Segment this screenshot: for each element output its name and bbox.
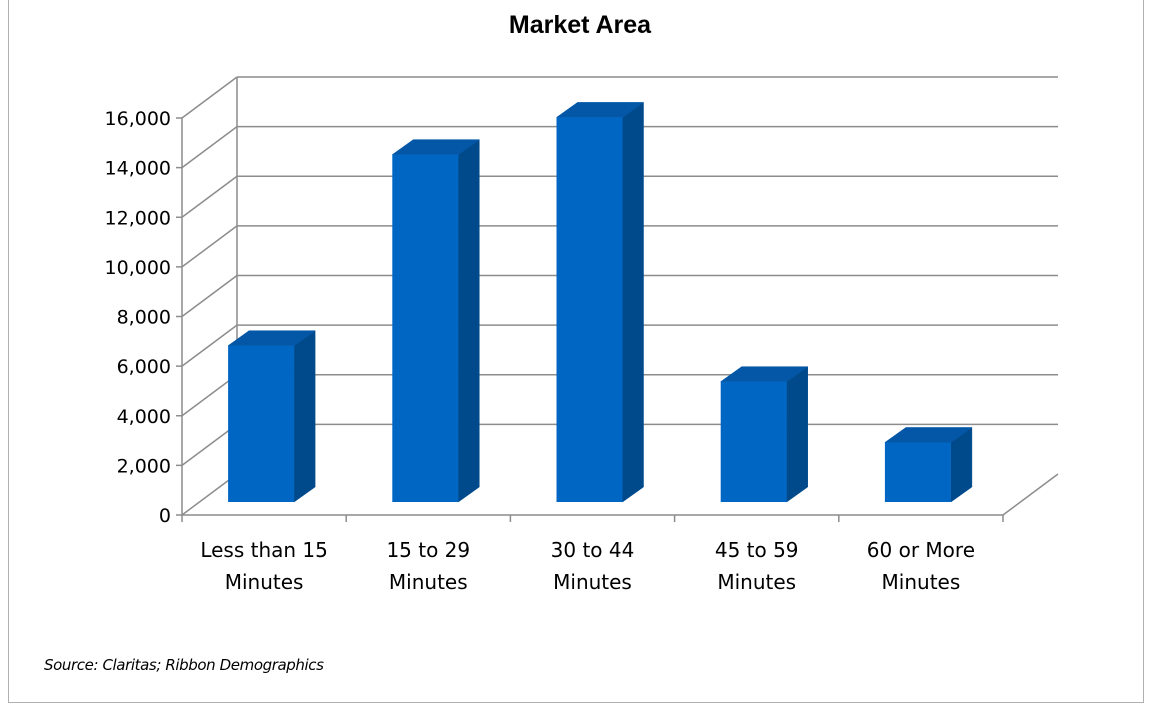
y-tick-label: 14,000 xyxy=(105,158,171,180)
bar xyxy=(555,101,645,503)
y-tick-label: 0 xyxy=(159,505,171,527)
x-tick-label: Minutes xyxy=(553,570,632,594)
bar xyxy=(391,139,481,503)
gridline-side xyxy=(181,473,238,516)
x-tick-label: Minutes xyxy=(389,570,468,594)
bar-side xyxy=(786,366,808,503)
chart-title: Market Area xyxy=(509,11,652,39)
bar xyxy=(884,426,973,503)
y-tick-label: 16,000 xyxy=(105,108,171,130)
gridline-side xyxy=(181,126,238,169)
gridline-side xyxy=(181,175,238,218)
x-tick-label: 45 to 59 xyxy=(715,538,799,562)
gridline-side xyxy=(181,374,238,417)
y-tick-label: 10,000 xyxy=(105,257,171,279)
y-tick-label: 8,000 xyxy=(117,307,171,329)
x-tick-label: Less than 15 xyxy=(200,538,328,562)
source-note: Source: Claritas; Ribbon Demographics xyxy=(44,656,324,674)
bar-front xyxy=(392,154,459,502)
x-tick-label: Minutes xyxy=(225,570,304,594)
x-tick-label: 60 or More xyxy=(867,538,975,562)
y-tick-label: 6,000 xyxy=(117,356,171,378)
x-tick-label: Minutes xyxy=(717,570,796,594)
bar-front xyxy=(720,381,787,502)
y-tick-label: 12,000 xyxy=(105,207,171,229)
gridline-side xyxy=(181,225,238,268)
bar xyxy=(719,366,809,503)
gridline-side xyxy=(181,274,238,318)
gridline-side xyxy=(181,324,238,367)
bar xyxy=(227,330,316,503)
y-tick-label: 2,000 xyxy=(117,455,171,477)
chart-axes xyxy=(176,76,1059,522)
bar-front xyxy=(884,442,951,502)
gridline-side xyxy=(181,76,238,119)
chart-bars xyxy=(227,101,973,503)
bar-side xyxy=(293,330,316,503)
chart-tick-labels: 0 2,000 4,000 6,000 8,000 10,000 12,000 14,000 1… xyxy=(105,108,975,594)
x-tick-label: Minutes xyxy=(882,570,961,594)
bar-front xyxy=(556,117,623,502)
bar-front xyxy=(228,345,295,502)
gridline-side xyxy=(181,423,238,466)
bar-side xyxy=(622,101,644,503)
bar-side xyxy=(458,139,480,503)
floor-edge xyxy=(1002,473,1059,516)
chart-frame xyxy=(8,0,1144,703)
x-tick-label: 15 to 29 xyxy=(386,538,470,562)
x-tick-label: 30 to 44 xyxy=(551,538,635,562)
y-tick-label: 4,000 xyxy=(117,406,171,428)
